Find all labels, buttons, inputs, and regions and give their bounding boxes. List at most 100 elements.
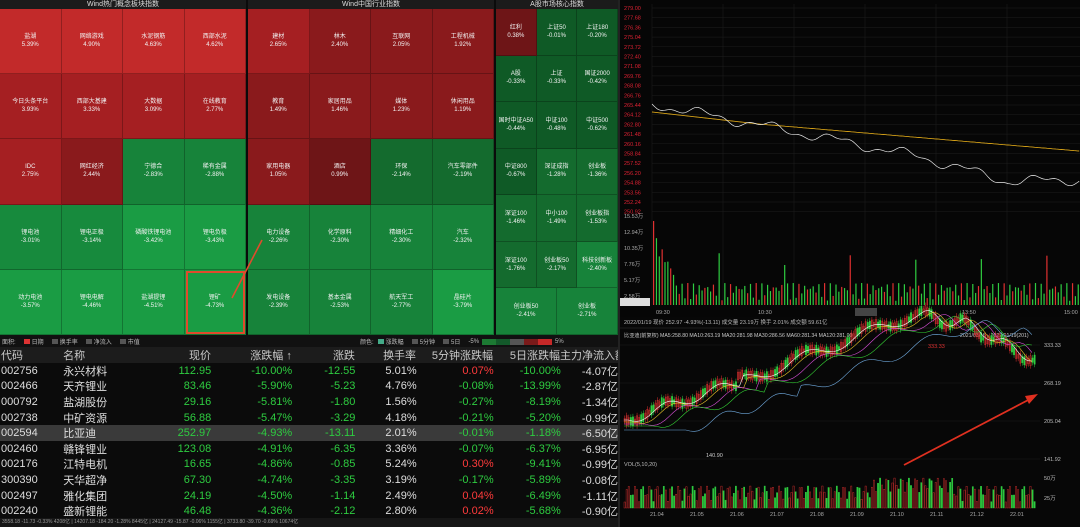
heatmap-cell[interactable]: 互联网 2.05%	[371, 9, 433, 75]
table-row[interactable]: 002594 比亚迪 252.97 -4.93% -13.11 2.01% -0.01% -1…	[0, 425, 618, 441]
legend-pct[interactable]: 涨跌幅	[377, 337, 404, 346]
index-cell[interactable]: 中小100 -1.49%	[536, 195, 578, 242]
index-cell[interactable]: 中证800 -0.67%	[496, 148, 537, 196]
heatmap-cell[interactable]: 锂矿 -4.73%	[184, 269, 246, 335]
heatmap-cell[interactable]: 锂电负极 -3.43%	[184, 204, 246, 270]
heatmap-cell[interactable]: 锂电池 -3.01%	[0, 204, 62, 270]
heatmap-cell[interactable]: 在线教育 2.77%	[184, 74, 246, 140]
volume-bar	[695, 294, 697, 305]
control-inflow[interactable]: 净流入	[85, 337, 112, 346]
table-row[interactable]: 000792 盐湖股份 29.16 -5.81% -1.80 1.56% -0.27% -8.…	[0, 394, 618, 410]
index-cell[interactable]: 科技创新板 -2.40%	[577, 241, 618, 289]
heatmap-cell[interactable]: 家用电器 1.05%	[248, 139, 310, 205]
index-cell[interactable]: 上证180 -0.20%	[577, 9, 618, 56]
heatmap-cell[interactable]: 盐湖提锂 -4.51%	[123, 269, 185, 335]
index-cell[interactable]: 创业板指 -1.53%	[577, 195, 618, 242]
col-price[interactable]: 现价	[189, 350, 211, 362]
table-row[interactable]: 002466 天齐锂业 83.46 -5.90% -5.23 4.76% -0.08% -13…	[0, 379, 618, 395]
legend-swatch	[496, 338, 511, 345]
volume-bar	[886, 284, 888, 305]
control-marketcap[interactable]: 市值	[119, 337, 140, 346]
heatmap-cell[interactable]: 稀有金属 -2.88%	[184, 139, 246, 205]
index-cell[interactable]: A股 -0.33%	[496, 55, 537, 103]
heatmap-cell[interactable]: IDC 2.75%	[0, 139, 62, 205]
heatmap-cell[interactable]: 电力设备 -2.26%	[248, 204, 310, 270]
kline-volume-bar	[675, 494, 677, 509]
legend-5min[interactable]: 5分钟	[411, 337, 435, 346]
index-cell[interactable]: 上证 -0.33%	[536, 55, 578, 103]
table-row[interactable]: 300390 天华超净 67.30 -4.74% -3.35 3.19% -0.17% -5.…	[0, 472, 618, 488]
index-cell[interactable]: 国证2000 -0.42%	[577, 55, 618, 103]
index-cell[interactable]: 深证100 -1.46%	[496, 195, 537, 242]
heatmap-cell[interactable]: 环保 -2.14%	[371, 139, 433, 205]
index-cell[interactable]: 创业板 -2.71%	[557, 288, 618, 335]
table-row[interactable]: 002176 江特电机 16.65 -4.86% -0.85 5.24% 0.30% -9.4…	[0, 457, 618, 473]
heatmap-cell[interactable]: 发电设备 -2.39%	[248, 269, 310, 335]
volume-bar	[975, 292, 977, 305]
heatmap-cell[interactable]: 汽车零部件 -2.19%	[432, 139, 494, 205]
kline-volume-bar	[879, 477, 881, 509]
heatmap-cell[interactable]: 大数据 3.09%	[123, 74, 185, 140]
index-cell[interactable]: 国时中证A50 -0.44%	[496, 102, 537, 149]
heatmap-cell[interactable]: 磷酸铁锂电池 -3.42%	[123, 204, 185, 270]
heatmap-cell[interactable]: 家居用品 1.46%	[309, 74, 371, 140]
heatmap-cell[interactable]: 工程机械 1.92%	[432, 9, 494, 75]
heatmap-cell[interactable]: 航天军工 -2.77%	[371, 269, 433, 335]
table-row[interactable]: 002460 赣锋锂业 123.08 -4.91% -6.35 3.36% -0.07% -6…	[0, 441, 618, 457]
heatmap-cell[interactable]: 化学原料 -2.30%	[309, 204, 371, 270]
price-charts[interactable]: 279.00 277.68 276.36 275.04 273.72 272.40 271.…	[620, 0, 1080, 527]
kline-volume-bar	[693, 490, 696, 509]
col-turnover[interactable]: 换手率	[383, 350, 417, 362]
kline-candle	[918, 308, 921, 316]
col-flow[interactable]: 主力净流入额	[560, 350, 627, 362]
heatmap-cell[interactable]: 林木 2.40%	[309, 9, 371, 75]
index-cell[interactable]: 创业板50 -2.17%	[536, 241, 578, 289]
heatmap-cell[interactable]: 基本金属 -2.53%	[309, 269, 371, 335]
kline-volume-bar	[1027, 494, 1030, 509]
heatmap-cell[interactable]: 锂电正极 -3.14%	[61, 204, 123, 270]
heatmap-cell[interactable]: 网红经济 2.44%	[61, 139, 123, 205]
index-cell[interactable]: 深证成指 -1.28%	[536, 148, 578, 196]
col-code[interactable]: 代码	[1, 350, 23, 362]
volume-bar	[1032, 299, 1034, 305]
legend-5day[interactable]: 5日	[443, 337, 460, 346]
heatmap-cell[interactable]: 建材 2.65%	[248, 9, 310, 75]
col-5min[interactable]: 5分钟涨跌幅	[431, 350, 493, 362]
heatmap-cell[interactable]: 汽车 -2.32%	[432, 204, 494, 270]
col-name[interactable]: 名称	[63, 350, 86, 362]
table-row[interactable]: 002240 盛新锂能 46.48 -4.36% -2.12 2.80% 0.02% -5.6…	[0, 503, 618, 519]
table-row[interactable]: 002756 永兴材料 112.95 -10.00% -12.55 5.01% 0.07% -…	[0, 363, 618, 379]
col-chg[interactable]: 涨跌	[332, 350, 355, 362]
index-cell[interactable]: 上证50 -0.01%	[536, 9, 578, 56]
index-cell[interactable]: 深证100 -1.76%	[496, 241, 537, 289]
heatmap-cell[interactable]: 酒店 0.99%	[309, 139, 371, 205]
cell-code: 000792	[1, 395, 38, 408]
index-cell[interactable]: 中证100 -0.48%	[536, 102, 578, 149]
heatmap-cell[interactable]: 晶硅片 -3.79%	[432, 269, 494, 335]
heatmap-cell[interactable]: 盐湖 5.39%	[0, 9, 62, 75]
kline-volume-bar	[903, 491, 906, 509]
heatmap-cell[interactable]: 今日头条平台 3.93%	[0, 74, 62, 140]
heatmap-cell[interactable]: 动力电池 -3.57%	[0, 269, 62, 335]
heatmap-cell[interactable]: 教育 1.49%	[248, 74, 310, 140]
index-cell[interactable]: 中证500 -0.62%	[577, 102, 618, 149]
heatmap-cell[interactable]: 休闲用品 1.19%	[432, 74, 494, 140]
volume-bar	[801, 293, 803, 305]
heatmap-cell[interactable]: 西部大基建 3.33%	[61, 74, 123, 140]
col-5day[interactable]: 5日涨跌幅	[509, 350, 561, 362]
heatmap-cell[interactable]: 宁德合 -2.83%	[123, 139, 185, 205]
heatmap-cell[interactable]: 精细化工 -2.30%	[371, 204, 433, 270]
index-cell[interactable]: 红利 0.38%	[496, 9, 537, 56]
heatmap-cell[interactable]: 水泥钢筋 4.63%	[123, 9, 185, 75]
heatmap-cell[interactable]: 锂电电解 -4.46%	[61, 269, 123, 335]
control-turnover[interactable]: 换手率	[51, 337, 78, 346]
col-pct[interactable]: 涨跌幅 ↑	[250, 350, 292, 362]
heatmap-cell[interactable]: 媒体 1.23%	[371, 74, 433, 140]
index-cell[interactable]: 创业板 -1.36%	[577, 148, 618, 196]
table-row[interactable]: 002738 中矿资源 56.88 -5.47% -3.29 4.18% -0.21% -5.…	[0, 410, 618, 426]
table-row[interactable]: 002497 雅化集团 24.19 -4.50% -1.14 2.49% 0.04% -6.4…	[0, 488, 618, 504]
index-cell[interactable]: 创业板50 -2.41%	[496, 288, 557, 335]
heatmap-cell[interactable]: 西部水泥 4.62%	[184, 9, 246, 75]
heatmap-cell[interactable]: 网络游戏 4.90%	[61, 9, 123, 75]
control-date[interactable]: 日期	[23, 337, 44, 346]
